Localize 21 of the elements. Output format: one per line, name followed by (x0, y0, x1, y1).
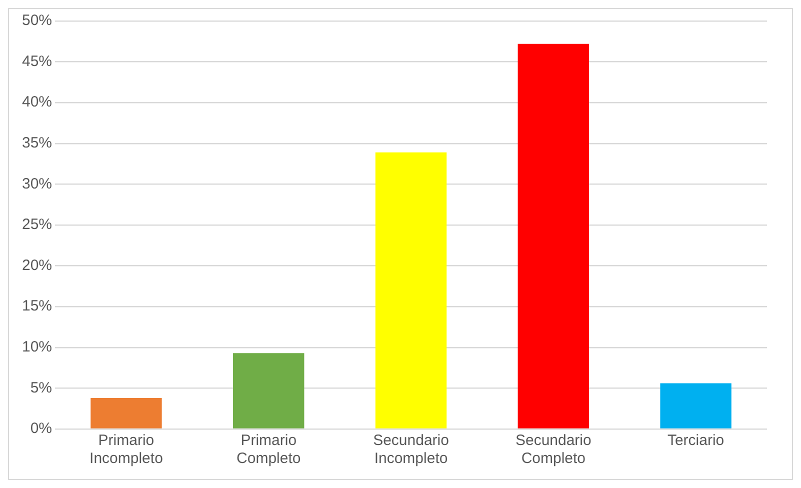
bar (233, 353, 304, 428)
y-tick-label: 0% (30, 420, 52, 438)
x-tick-label: Secundario Completo (515, 432, 592, 468)
y-tick-label: 15% (22, 298, 52, 315)
bar (518, 44, 590, 428)
y-tick-label: 35% (22, 134, 52, 152)
y-tick-label: 20% (22, 256, 52, 274)
bar (90, 398, 162, 428)
y-tick-label: 40% (22, 94, 52, 111)
y-tick-label: 50% (22, 12, 52, 30)
bar (375, 152, 447, 428)
y-tick-label: 45% (22, 52, 52, 70)
y-tick-label: 30% (22, 175, 52, 192)
bar (660, 383, 732, 428)
x-tick-label: Secundario Incompleto (373, 432, 449, 468)
x-tick-label: Terciario (667, 432, 724, 450)
y-tick-label: 5% (30, 379, 52, 396)
x-tick-label: Primario Incompleto (90, 432, 163, 468)
x-tick-label: Primario Completo (236, 432, 301, 468)
y-tick-label: 25% (22, 216, 52, 234)
y-tick-label: 10% (22, 338, 52, 356)
